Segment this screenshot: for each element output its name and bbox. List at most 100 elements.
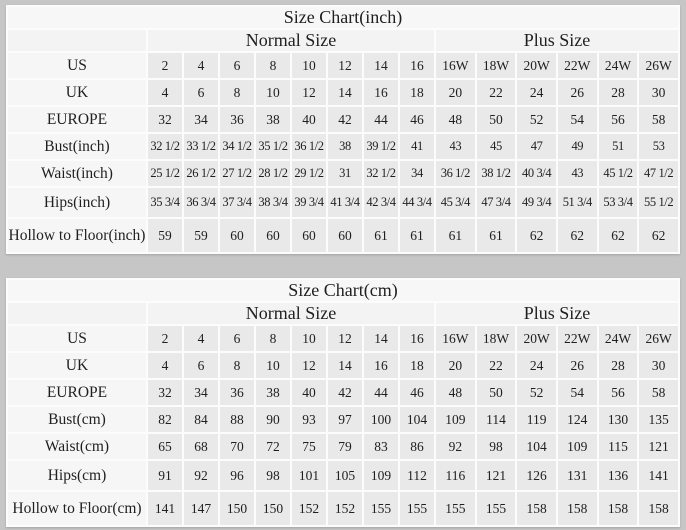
- row-label: Hips(inch): [8, 188, 146, 217]
- table-cell: 22W: [557, 53, 597, 78]
- table-cell: 96: [220, 461, 254, 490]
- table-cell: 14: [328, 80, 362, 105]
- table-cell: 79: [328, 434, 362, 459]
- table-cell: 147: [184, 492, 218, 525]
- table-cell: 41: [400, 134, 434, 159]
- table-cell: 54: [557, 380, 597, 405]
- table-cell: 112: [400, 461, 434, 490]
- table-cell: 36 1/2: [436, 161, 475, 186]
- table-cell: 135: [639, 407, 678, 432]
- table-cell: 30: [639, 80, 678, 105]
- table-cell: 121: [476, 461, 516, 490]
- table-cell: 8: [220, 353, 254, 378]
- table-cell: 8: [256, 53, 290, 78]
- table-cell: 10: [256, 353, 290, 378]
- table-row: Hollow to Floor(inch) 59 59 60 60 60 60 61 61 61 6…: [8, 219, 678, 252]
- table-cell: 47: [517, 134, 556, 159]
- table-cell: 98: [476, 434, 516, 459]
- table-cell: 16: [400, 53, 434, 78]
- table-cell: 158: [598, 492, 638, 525]
- table-cell: 12: [292, 80, 326, 105]
- table-cell: 97: [328, 407, 362, 432]
- table-cell: 40: [292, 107, 326, 132]
- table-cell: 39 3/4: [292, 188, 326, 217]
- table-cell: 141: [639, 461, 678, 490]
- table-cell: 93: [292, 407, 326, 432]
- table-cell: 20: [436, 80, 475, 105]
- table-cell: 62: [639, 219, 678, 252]
- table-cell: 65: [148, 434, 182, 459]
- table-cell: 12: [328, 53, 362, 78]
- table-cell: 29 1/2: [292, 161, 326, 186]
- table-cell: 126: [517, 461, 556, 490]
- column-group-plus-size: Plus Size: [436, 303, 678, 324]
- table-cell: 14: [364, 326, 398, 351]
- table-cell: 20: [436, 353, 475, 378]
- table-cell: 4: [184, 326, 218, 351]
- table-cell: 61: [436, 219, 475, 252]
- table-cell: 4: [184, 53, 218, 78]
- table-cell: 31: [328, 161, 362, 186]
- table-cell: 52: [517, 380, 556, 405]
- table-cell: 48: [436, 107, 475, 132]
- table-title-row: Size Chart(inch): [8, 7, 678, 28]
- table-cell: 16W: [436, 53, 475, 78]
- table-cell: 26: [557, 80, 597, 105]
- table-cell: 26W: [639, 326, 678, 351]
- table-cell: 150: [256, 492, 290, 525]
- table-cell: 62: [557, 219, 597, 252]
- row-label: Bust(cm): [8, 407, 146, 432]
- table-cell: 34 1/2: [220, 134, 254, 159]
- size-chart-cm-table: Size Chart(cm) Normal Size Plus Size US 2…: [6, 278, 680, 527]
- table-cell: 155: [400, 492, 434, 525]
- table-cell: 100: [364, 407, 398, 432]
- table-cell: 105: [328, 461, 362, 490]
- table-cell: 32 1/2: [148, 134, 182, 159]
- table-cell: 61: [400, 219, 434, 252]
- table-cell: 52: [517, 107, 556, 132]
- table-cell: 49 3/4: [517, 188, 556, 217]
- table-row: EUROPE 32 34 36 38 40 42 44 46 48 50 52 54 56 58: [8, 107, 678, 132]
- table-body: US 2 4 6 8 10 12 14 16 16W 18W 20W 22W 24W 26W UK 4 6 8 10 1…: [8, 53, 678, 252]
- table-cell: 26W: [639, 53, 678, 78]
- table-cell: 58: [639, 380, 678, 405]
- table-cell: 32: [148, 107, 182, 132]
- table-row: Bust(inch) 32 1/2 33 1/2 34 1/2 35 1/2 36 1/2…: [8, 134, 678, 159]
- table-cell: 41 3/4: [328, 188, 362, 217]
- table-cell: 35 1/2: [256, 134, 290, 159]
- table-cell: 60: [328, 219, 362, 252]
- size-chart-inch-table: Size Chart(inch) Normal Size Plus Size U…: [6, 5, 680, 254]
- row-label: EUROPE: [8, 107, 146, 132]
- table-cell: 34: [184, 107, 218, 132]
- table-cell: 16: [400, 326, 434, 351]
- table-cell: 47 1/2: [639, 161, 678, 186]
- table-row: Waist(inch) 25 1/2 26 1/2 27 1/2 28 1/2 29 1/…: [8, 161, 678, 186]
- table-cell: 45: [476, 134, 516, 159]
- table-cell: 40: [292, 380, 326, 405]
- table-cell: 109: [436, 407, 475, 432]
- table-cell: 130: [598, 407, 638, 432]
- table-cell: 6: [184, 353, 218, 378]
- table-cell: 155: [364, 492, 398, 525]
- table-cell: 46: [400, 107, 434, 132]
- table-cell: 38 1/2: [476, 161, 516, 186]
- table-title-row: Size Chart(cm): [8, 280, 678, 301]
- row-label: Bust(inch): [8, 134, 146, 159]
- table-cell: 86: [400, 434, 434, 459]
- table-cell: 18: [400, 80, 434, 105]
- table-cell: 18: [400, 353, 434, 378]
- corner-cell: [8, 303, 146, 324]
- row-label: US: [8, 53, 146, 78]
- table-title: Size Chart(cm): [8, 280, 678, 301]
- table-cell: 26: [557, 353, 597, 378]
- table-cell: 6: [184, 80, 218, 105]
- table-cell: 158: [557, 492, 597, 525]
- table-cell: 34: [184, 380, 218, 405]
- table-cell: 88: [220, 407, 254, 432]
- table-cell: 28: [598, 353, 638, 378]
- table-cell: 42: [328, 380, 362, 405]
- table-cell: 98: [256, 461, 290, 490]
- table-cell: 32 1/2: [364, 161, 398, 186]
- table-cell: 24W: [598, 326, 638, 351]
- row-label: Hollow to Floor(inch): [8, 219, 146, 252]
